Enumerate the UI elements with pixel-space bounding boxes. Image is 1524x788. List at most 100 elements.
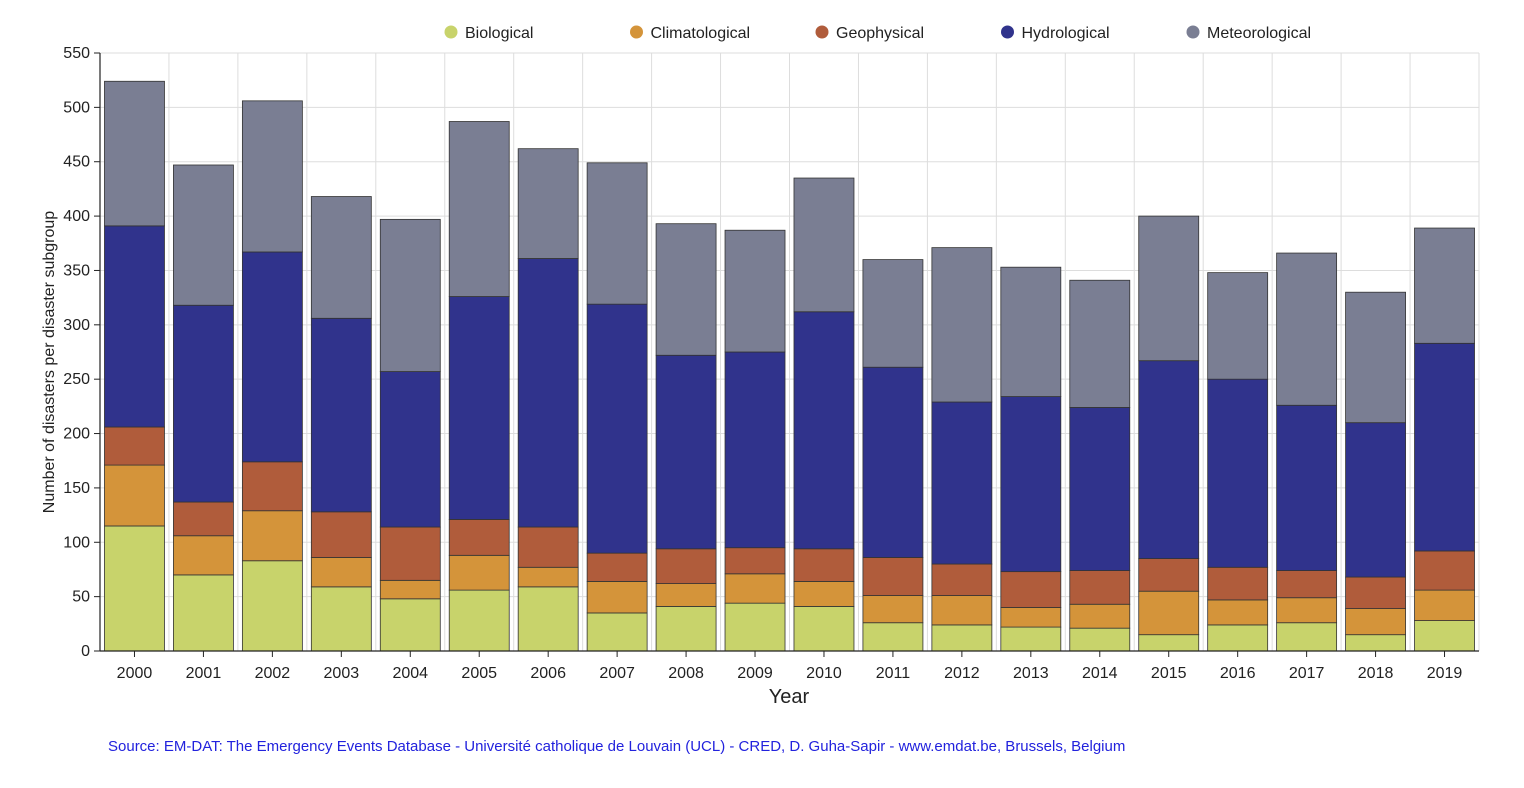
bar-geophysical-2009[interactable] <box>724 547 786 575</box>
bar-biological-2014[interactable] <box>1069 627 1131 652</box>
bar-biological-2000[interactable] <box>104 525 165 652</box>
bar-geophysical-2001[interactable] <box>173 501 234 537</box>
bar-geophysical-2014[interactable] <box>1069 570 1131 605</box>
bar-climatological-2006[interactable] <box>517 566 579 588</box>
bar-climatological-2002[interactable] <box>241 510 303 562</box>
bar-hydrological-2004[interactable] <box>379 371 441 528</box>
bar-geophysical-2003[interactable] <box>310 511 372 558</box>
bar-meteorological-2014[interactable] <box>1069 279 1131 408</box>
bar-geophysical-2008[interactable] <box>655 548 717 584</box>
bar-meteorological-2011[interactable] <box>862 259 924 368</box>
bar-biological-2004[interactable] <box>379 598 441 652</box>
bar-geophysical-2011[interactable] <box>862 557 924 596</box>
legend-item-meteorological[interactable]: Meteorological <box>1186 25 1312 42</box>
bar-geophysical-2012[interactable] <box>931 563 993 596</box>
bar-meteorological-2007[interactable] <box>586 162 648 305</box>
bar-meteorological-2004[interactable] <box>379 218 441 372</box>
bar-meteorological-2000[interactable] <box>104 80 165 227</box>
bar-biological-2007[interactable] <box>586 612 648 652</box>
bar-climatological-2004[interactable] <box>379 579 441 600</box>
bar-hydrological-2014[interactable] <box>1069 407 1131 571</box>
bar-climatological-2001[interactable] <box>173 535 234 576</box>
bar-biological-2016[interactable] <box>1207 624 1269 652</box>
bar-climatological-2012[interactable] <box>931 595 993 626</box>
bar-meteorological-2010[interactable] <box>793 177 855 313</box>
bar-meteorological-2006[interactable] <box>517 148 579 259</box>
bar-climatological-2003[interactable] <box>310 557 372 588</box>
bar-biological-2015[interactable] <box>1138 634 1200 652</box>
bar-climatological-2008[interactable] <box>655 583 717 607</box>
bar-geophysical-2018[interactable] <box>1345 576 1406 609</box>
bar-hydrological-2008[interactable] <box>655 354 717 550</box>
bar-meteorological-2001[interactable] <box>173 164 234 306</box>
bar-climatological-2010[interactable] <box>793 581 855 607</box>
bar-hydrological-2018[interactable] <box>1345 422 1406 578</box>
bar-biological-2018[interactable] <box>1345 634 1406 652</box>
bar-biological-2003[interactable] <box>310 586 372 652</box>
bar-meteorological-2018[interactable] <box>1345 291 1406 424</box>
bar-hydrological-2005[interactable] <box>448 296 510 520</box>
bar-geophysical-2006[interactable] <box>517 526 579 568</box>
bar-meteorological-2012[interactable] <box>931 247 993 403</box>
bar-climatological-2013[interactable] <box>1000 607 1062 628</box>
bar-climatological-2009[interactable] <box>724 573 786 604</box>
bar-geophysical-2004[interactable] <box>379 526 441 581</box>
bar-meteorological-2009[interactable] <box>724 229 786 353</box>
bar-climatological-2011[interactable] <box>862 595 924 624</box>
bar-hydrological-2007[interactable] <box>586 303 648 554</box>
legend-item-climatological[interactable]: Climatological <box>630 25 750 42</box>
bar-biological-2002[interactable] <box>241 560 303 652</box>
bar-hydrological-2003[interactable] <box>310 317 372 513</box>
bar-climatological-2018[interactable] <box>1345 608 1406 636</box>
bar-geophysical-2015[interactable] <box>1138 558 1200 592</box>
bar-geophysical-2002[interactable] <box>241 461 303 512</box>
bar-hydrological-2006[interactable] <box>517 258 579 528</box>
bar-hydrological-2013[interactable] <box>1000 396 1062 573</box>
bar-hydrological-2001[interactable] <box>173 304 234 503</box>
bar-geophysical-2010[interactable] <box>793 548 855 582</box>
bar-biological-2005[interactable] <box>448 589 510 652</box>
bar-biological-2001[interactable] <box>173 574 234 652</box>
bar-geophysical-2017[interactable] <box>1276 570 1338 599</box>
bar-meteorological-2017[interactable] <box>1276 252 1338 406</box>
bar-hydrological-2015[interactable] <box>1138 360 1200 559</box>
bar-meteorological-2002[interactable] <box>241 100 303 253</box>
bar-hydrological-2011[interactable] <box>862 366 924 558</box>
bar-geophysical-2000[interactable] <box>104 426 165 466</box>
bar-climatological-2019[interactable] <box>1414 589 1475 621</box>
bar-climatological-2016[interactable] <box>1207 599 1269 626</box>
bar-hydrological-2017[interactable] <box>1276 404 1338 571</box>
bar-meteorological-2015[interactable] <box>1138 215 1200 362</box>
bar-climatological-2000[interactable] <box>104 464 165 527</box>
bar-biological-2011[interactable] <box>862 622 924 652</box>
bar-meteorological-2008[interactable] <box>655 223 717 356</box>
bar-geophysical-2005[interactable] <box>448 519 510 556</box>
legend-item-hydrological[interactable]: Hydrological <box>1001 25 1110 42</box>
legend-item-biological[interactable]: Biological <box>444 25 534 42</box>
bar-biological-2006[interactable] <box>517 586 579 652</box>
bar-climatological-2007[interactable] <box>586 581 648 614</box>
bar-hydrological-2009[interactable] <box>724 351 786 549</box>
bar-meteorological-2005[interactable] <box>448 121 510 297</box>
bar-climatological-2017[interactable] <box>1276 597 1338 624</box>
bar-geophysical-2019[interactable] <box>1414 550 1475 591</box>
bar-meteorological-2016[interactable] <box>1207 272 1269 380</box>
bar-biological-2012[interactable] <box>931 624 993 652</box>
bar-hydrological-2010[interactable] <box>793 311 855 550</box>
bar-climatological-2014[interactable] <box>1069 603 1131 629</box>
bar-hydrological-2016[interactable] <box>1207 378 1269 568</box>
bar-hydrological-2012[interactable] <box>931 401 993 565</box>
legend-item-geophysical[interactable]: Geophysical <box>815 25 925 42</box>
source-link[interactable]: Source: EM-DAT: The Emergency Events Dat… <box>108 738 1126 755</box>
bar-biological-2019[interactable] <box>1414 620 1475 652</box>
bar-climatological-2015[interactable] <box>1138 590 1200 636</box>
bar-meteorological-2019[interactable] <box>1414 227 1475 344</box>
bar-biological-2017[interactable] <box>1276 622 1338 652</box>
bar-biological-2008[interactable] <box>655 606 717 652</box>
bar-geophysical-2007[interactable] <box>586 552 648 582</box>
bar-hydrological-2019[interactable] <box>1414 342 1475 552</box>
bar-climatological-2005[interactable] <box>448 554 510 591</box>
bar-hydrological-2002[interactable] <box>241 251 303 463</box>
bar-biological-2009[interactable] <box>724 602 786 652</box>
bar-biological-2010[interactable] <box>793 606 855 652</box>
